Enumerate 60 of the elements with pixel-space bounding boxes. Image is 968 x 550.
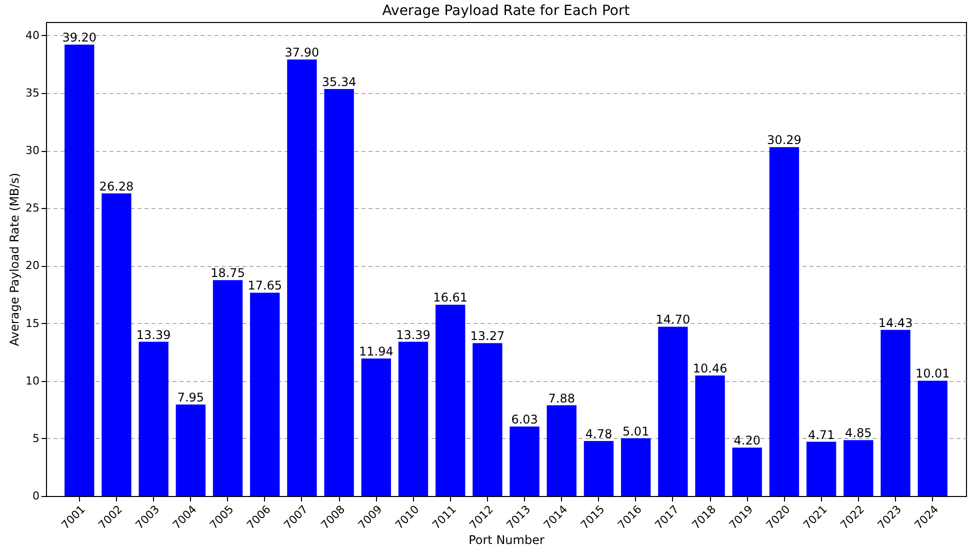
y-tick-label: 5 — [32, 432, 40, 445]
bar — [324, 89, 354, 496]
bar — [769, 147, 800, 496]
data-label: 4.85 — [845, 426, 872, 440]
bar — [546, 405, 576, 496]
y-tick-label: 35 — [26, 86, 40, 100]
bar — [436, 304, 466, 496]
data-label: 4.71 — [808, 428, 835, 442]
data-label: 13.39 — [136, 328, 171, 342]
data-label: 13.27 — [470, 329, 505, 344]
data-label: 18.75 — [210, 266, 245, 280]
bar — [844, 440, 874, 496]
bar — [732, 448, 762, 496]
y-tick-label: 30 — [26, 144, 40, 158]
bar — [658, 326, 688, 496]
data-label: 10.01 — [915, 366, 950, 381]
data-label: 35.34 — [322, 75, 356, 90]
y-tick-label: 20 — [26, 259, 40, 272]
data-label: 14.70 — [656, 312, 690, 327]
data-label: 17.65 — [248, 278, 282, 293]
bar — [250, 292, 280, 496]
bar — [918, 380, 948, 496]
y-tick-label: 25 — [26, 202, 40, 215]
bar — [472, 343, 502, 496]
bar — [102, 193, 132, 496]
y-tick-label: 10 — [26, 374, 40, 388]
bar — [880, 330, 910, 496]
y-tick-label: 0 — [32, 490, 40, 502]
data-label: 4.20 — [734, 434, 760, 448]
data-label: 26.28 — [99, 179, 134, 194]
bar — [176, 404, 206, 496]
data-label: 7.88 — [548, 391, 576, 406]
bar — [806, 442, 836, 496]
y-axis-title: Average Payload Rate (MB/s) — [8, 172, 22, 346]
y-tick-label: 15 — [26, 316, 40, 330]
data-label: 10.46 — [692, 362, 728, 376]
bar — [621, 438, 651, 496]
bar — [287, 60, 317, 496]
bar — [510, 426, 540, 496]
data-label: 7.95 — [177, 390, 204, 404]
chart-title: Average Payload Rate for Each Port — [382, 3, 630, 19]
bar — [64, 44, 94, 496]
bar — [695, 376, 725, 496]
data-label: 37.90 — [284, 46, 320, 60]
data-label: 39.20 — [62, 30, 97, 45]
x-axis-title: Port Number — [468, 533, 544, 548]
data-label: 16.61 — [433, 290, 468, 305]
data-label: 11.94 — [358, 344, 394, 358]
y-tick-label: 40 — [26, 28, 40, 42]
data-label: 6.03 — [511, 412, 538, 427]
bar — [584, 440, 614, 496]
data-label: 14.43 — [878, 316, 913, 330]
data-label: 4.78 — [585, 426, 612, 441]
bar — [398, 342, 428, 496]
data-label: 5.01 — [622, 424, 650, 438]
bar — [138, 342, 168, 496]
data-label: 13.39 — [396, 328, 430, 342]
bar — [361, 358, 391, 496]
data-label: 30.29 — [767, 133, 802, 148]
bar — [212, 280, 243, 496]
